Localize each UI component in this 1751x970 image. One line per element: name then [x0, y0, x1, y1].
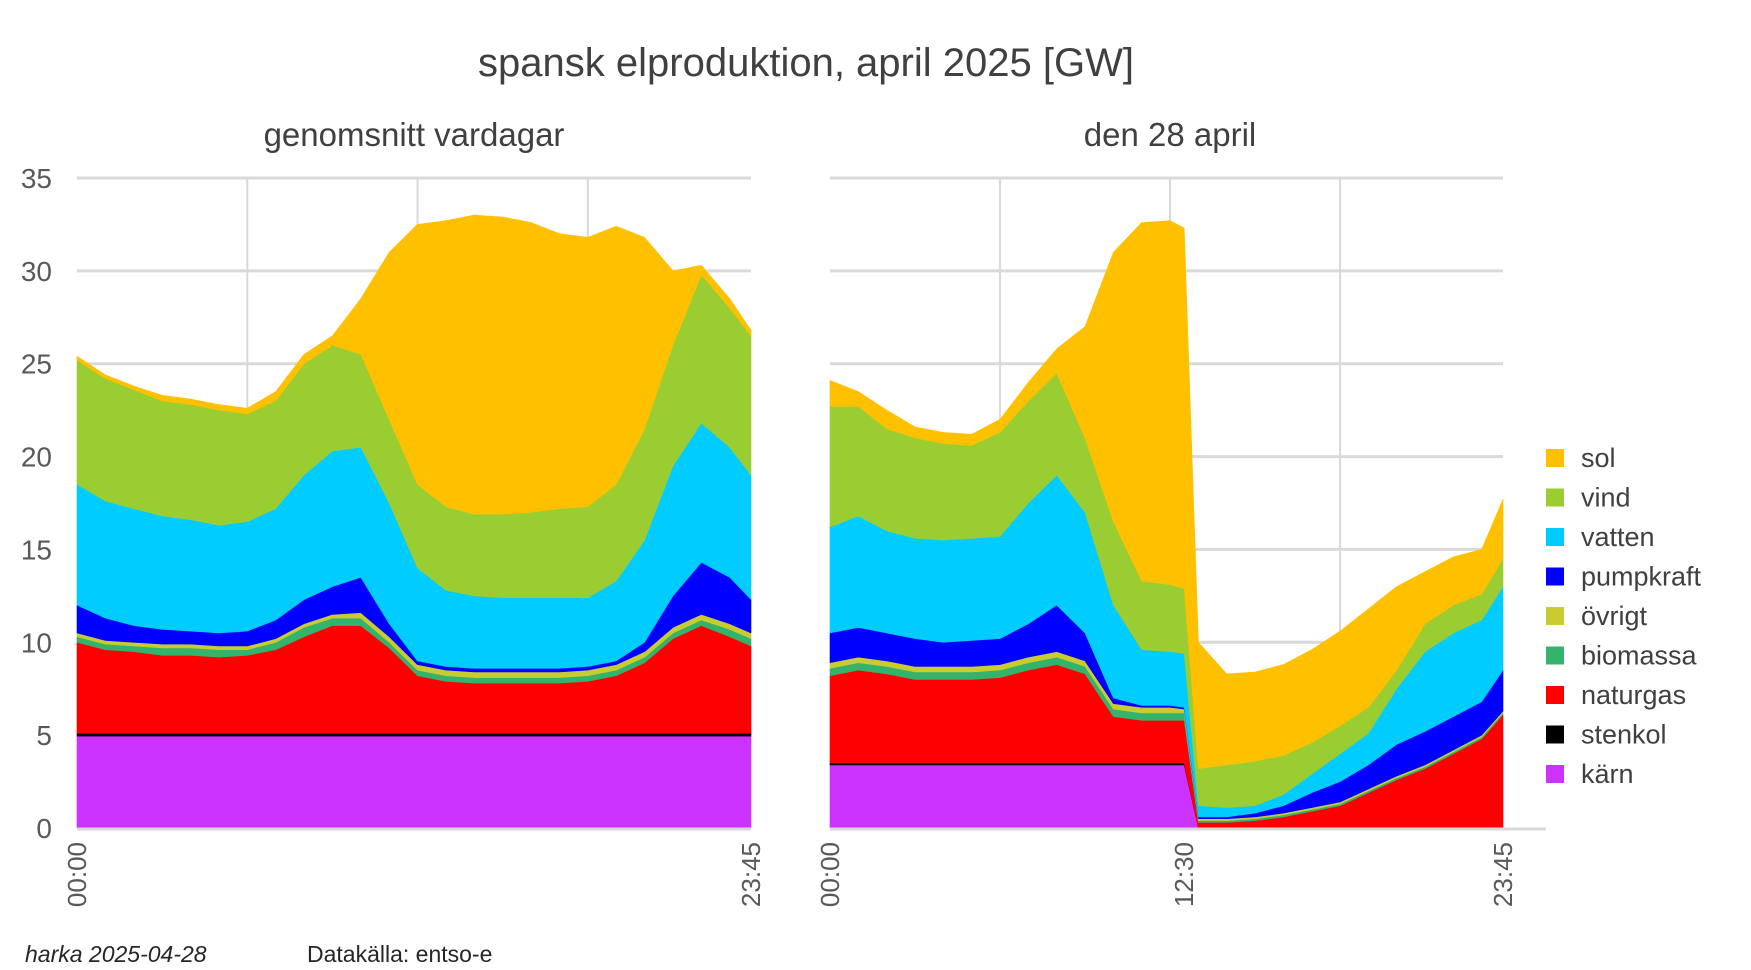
legend-swatch	[1546, 449, 1564, 467]
x-tick-label: 12:30	[1169, 842, 1199, 907]
legend-item-pumpkraft: pumpkraft	[1546, 562, 1702, 592]
y-tick-label: 20	[21, 442, 52, 473]
legend-label: vatten	[1581, 522, 1655, 552]
legend-swatch	[1546, 488, 1564, 507]
legend-item-vind: vind	[1546, 483, 1631, 513]
area-stenkol-panel-1	[76, 732, 752, 737]
axes: 00:00 23:45 00:00 12:30 23:45 0 5 10 15 20 25 30 35	[21, 163, 1546, 907]
legend-label: sol	[1581, 443, 1616, 473]
legend-item-naturgas: naturgas	[1546, 680, 1686, 710]
legend-item-sol: sol	[1546, 443, 1616, 473]
y-tick-label: 30	[21, 256, 52, 287]
y-tick-label: 10	[21, 627, 52, 658]
area-sol-panel-1	[76, 214, 752, 515]
chart-title: spansk elproduktion, april 2025 [GW]	[478, 41, 1134, 85]
legend-label: naturgas	[1581, 680, 1686, 710]
legend: sol vind vatten pumpkraft övrigt biomassa natu…	[1546, 443, 1702, 789]
x-tick-label: 00:00	[815, 842, 845, 907]
y-tick-label: 25	[21, 349, 52, 380]
plot-areas	[76, 214, 1504, 829]
legend-label: övrigt	[1581, 601, 1648, 631]
legend-label: vind	[1581, 483, 1631, 513]
legend-label: stenkol	[1581, 720, 1667, 750]
y-tick-label: 5	[36, 720, 52, 751]
area-sol-panel-2	[829, 220, 1504, 769]
panel-title-left: genomsnitt vardagar	[264, 116, 565, 153]
y-tick-label: 35	[21, 163, 52, 194]
x-tick-label: 23:45	[1488, 842, 1518, 907]
legend-label: kärn	[1581, 759, 1634, 789]
legend-item-stenkol: stenkol	[1546, 720, 1667, 750]
y-tick-label: 15	[21, 534, 52, 565]
legend-label: biomassa	[1581, 641, 1698, 671]
legend-swatch	[1546, 646, 1564, 665]
legend-label: pumpkraft	[1581, 562, 1702, 592]
legend-swatch	[1546, 528, 1564, 546]
y-tick-label: 0	[36, 813, 52, 844]
legend-swatch	[1546, 725, 1564, 744]
x-tick-label: 00:00	[62, 842, 92, 907]
x-tick-label: 23:45	[736, 842, 766, 907]
footer-source: Datakälla: entso-e	[307, 941, 492, 967]
legend-swatch	[1546, 686, 1564, 704]
legend-item-kärn: kärn	[1546, 759, 1634, 789]
area-kärn-panel-1	[76, 735, 752, 829]
panel-title-right: den 28 april	[1084, 116, 1256, 153]
legend-swatch	[1546, 765, 1564, 783]
legend-swatch	[1546, 567, 1564, 586]
legend-item-vatten: vatten	[1546, 522, 1655, 552]
legend-item-biomassa: biomassa	[1546, 641, 1698, 671]
legend-swatch	[1546, 607, 1564, 625]
legend-item-övrigt: övrigt	[1546, 601, 1648, 631]
footer-author: harka 2025-04-28	[25, 941, 207, 967]
